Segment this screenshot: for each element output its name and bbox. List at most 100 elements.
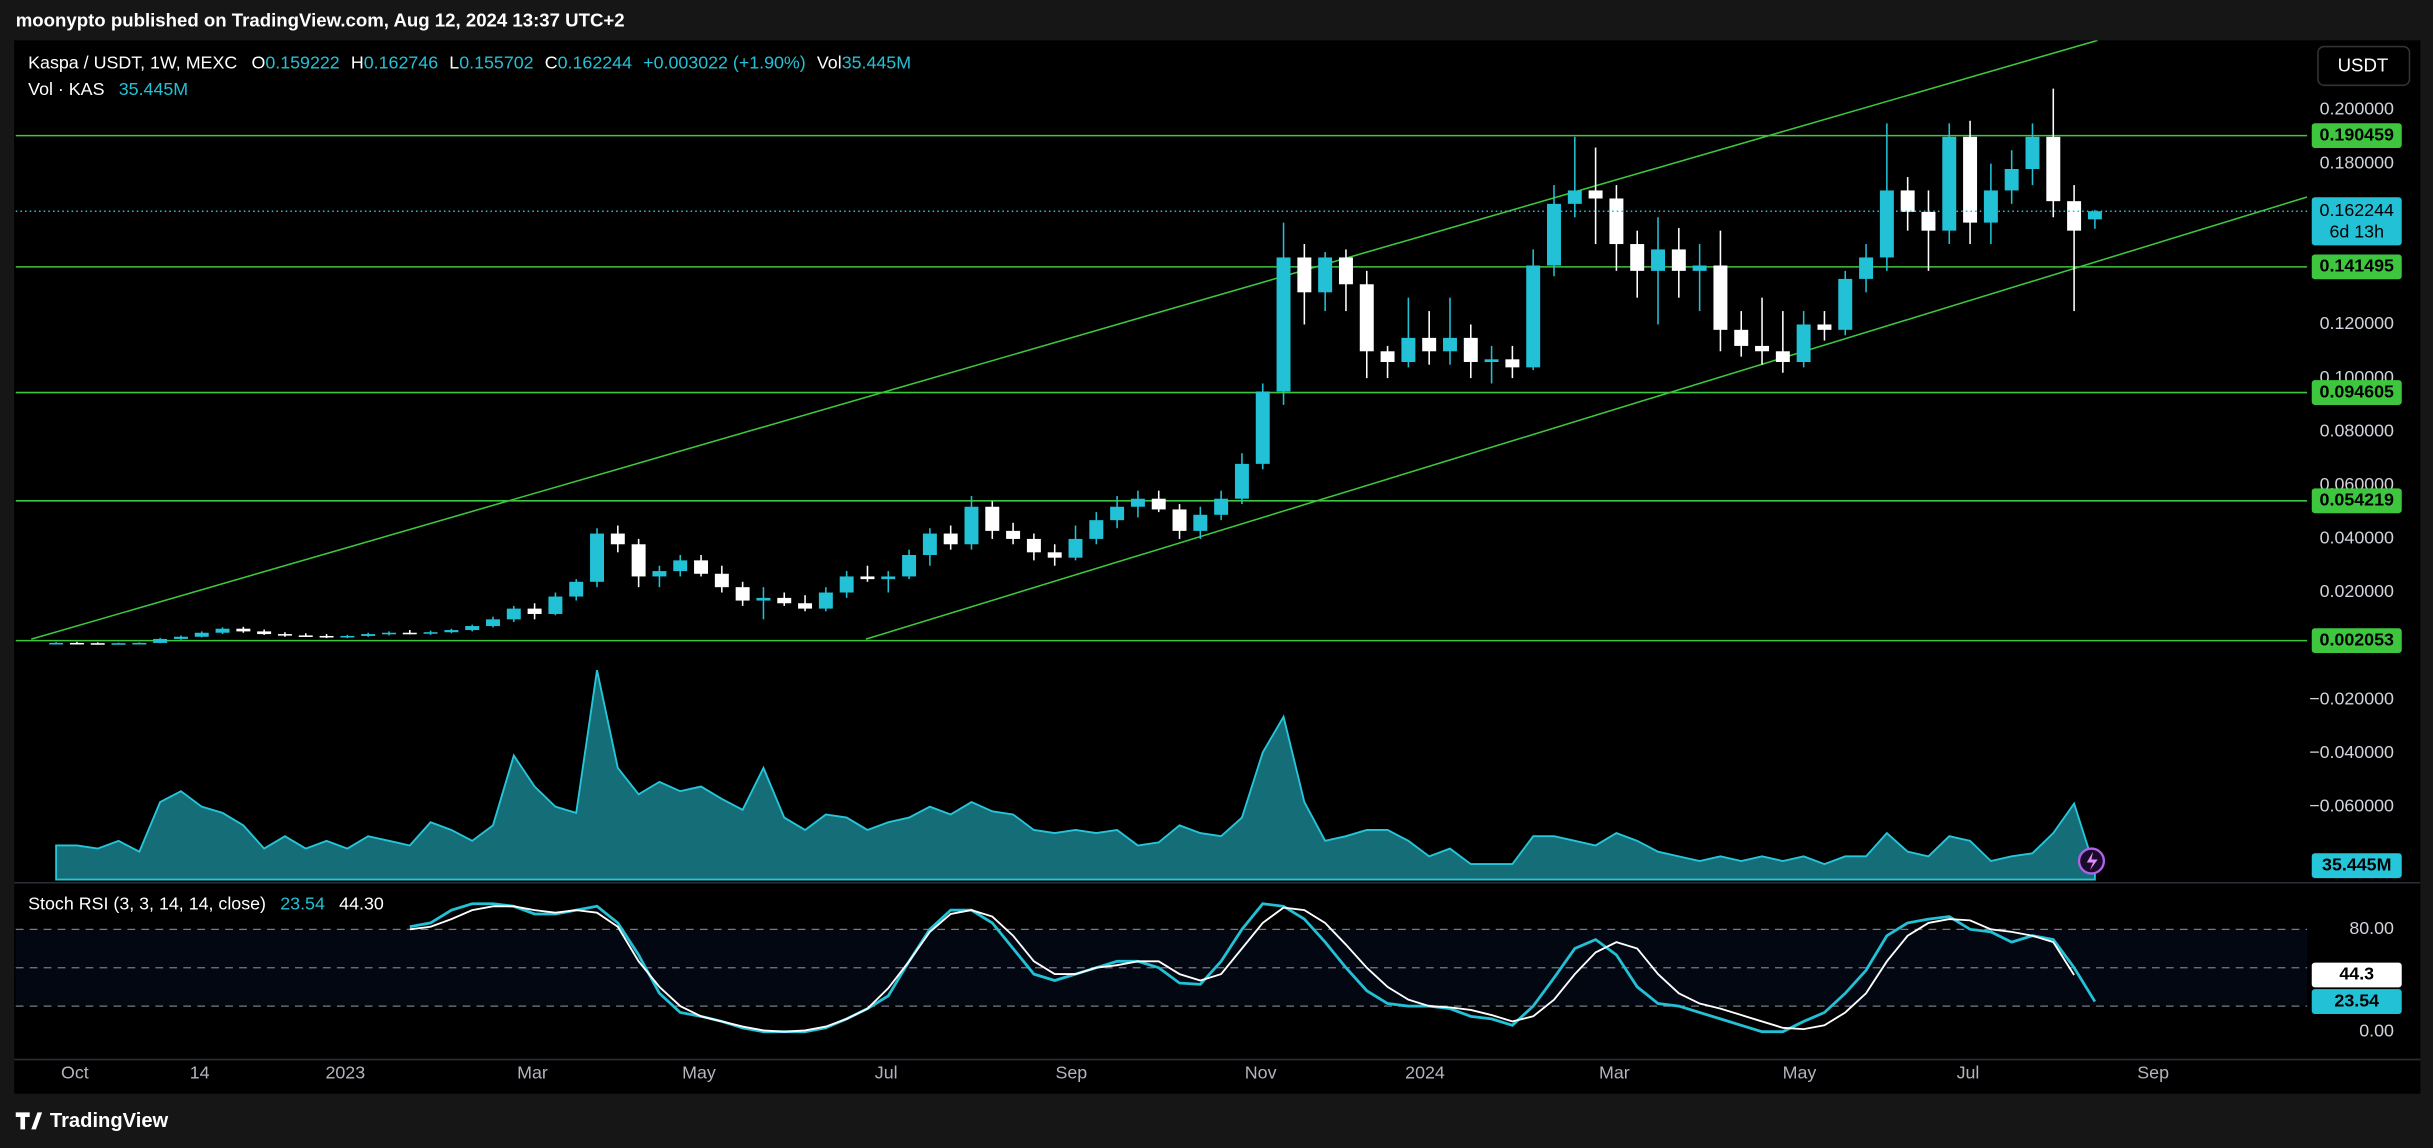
candle-body [1130, 498, 1145, 507]
countdown: 6d 13h [2329, 222, 2384, 242]
axis-flag [2311, 962, 2402, 988]
legend-letter: L [449, 52, 459, 72]
candle-body [257, 631, 272, 635]
currency-label[interactable]: USDT [2338, 55, 2389, 76]
y-tick-label: 0.040000 [2320, 528, 2394, 548]
candle-body [1255, 391, 1270, 464]
axis-flag-label: 0.141495 [2320, 256, 2394, 276]
candle-body [569, 581, 584, 597]
candle-body [1547, 203, 1561, 266]
d-value: 44.30 [339, 893, 384, 913]
candle-body [277, 634, 292, 636]
candle-body [1338, 257, 1353, 285]
k-value: 23.54 [280, 893, 325, 913]
candle-body [1609, 198, 1624, 245]
candle-body [1588, 190, 1603, 199]
y-tick-label: 0.200000 [2320, 99, 2394, 119]
volume-title: Vol · KAS [28, 79, 104, 99]
candle-body [215, 628, 230, 633]
currency-button[interactable] [2317, 45, 2411, 87]
axis-flag-label: 0.190459 [2320, 124, 2394, 144]
change: +0.003022 (+1.90%) [643, 52, 806, 72]
volume-pane [55, 669, 2096, 881]
symbol: Kaspa / USDT, 1W, MEXC [28, 52, 237, 72]
candle-body [1234, 463, 1249, 499]
candle-body [735, 587, 750, 601]
candle-body [1359, 284, 1374, 352]
candle-body [839, 576, 854, 593]
trend-channel [31, 40, 2308, 640]
y-tick-label: 0.120000 [2320, 313, 2394, 333]
candle-body [194, 632, 209, 637]
candle-body [1838, 278, 1853, 330]
candle-body [361, 634, 376, 636]
candle-body [1713, 265, 1728, 330]
candle-body [1172, 509, 1187, 531]
axis-flag-label: 0.054219 [2320, 490, 2394, 510]
high-value: 0.162746 [364, 52, 438, 72]
candle-body [777, 597, 792, 604]
candle-body [1755, 345, 1770, 352]
axis-flag [2311, 380, 2402, 405]
candle-body [1859, 257, 1874, 279]
candle-body [402, 632, 417, 635]
candle-body [943, 533, 958, 545]
close-value: 0.162244 [558, 52, 632, 72]
candle-body [610, 533, 625, 545]
stoch-pane: 80.00 0.00 Oct 14 2023 Mar May Jul Sep Nov 2024 Mar… [15, 902, 2394, 1082]
candle-body [111, 643, 126, 645]
candle-body [69, 642, 84, 645]
candle-body [1401, 337, 1416, 363]
y-tick-label: −0.040000 [2309, 742, 2394, 762]
candle-body [381, 632, 396, 635]
volume-value: 35.445M [842, 52, 911, 72]
x-tick-label: Jul [875, 1062, 898, 1082]
y-tick-label: 80.00 [2349, 918, 2394, 938]
candle-body [1214, 498, 1229, 515]
candle-body [49, 642, 64, 645]
legend-letter: O [251, 52, 265, 72]
y-tick-label: −0.020000 [2309, 688, 2394, 708]
axis-flag [2311, 989, 2402, 1014]
candle-body [1817, 324, 1832, 330]
candle-body [985, 506, 1000, 531]
candle-body [694, 560, 709, 574]
stoch-line [409, 905, 2075, 1033]
legend-letter: Vol [817, 52, 842, 72]
candle-body [1151, 498, 1166, 510]
candle-body [340, 635, 355, 638]
x-tick-label: Nov [1245, 1062, 1277, 1082]
axis-flag-label: 0.094605 [2320, 381, 2394, 401]
axis-flag [2311, 488, 2402, 514]
candle-body [1879, 190, 1894, 258]
x-tick-label: Jul [1957, 1062, 1980, 1082]
axis-flags: 0.190459 0.141495 0.094605 0.054219 0.002053… [2311, 123, 2402, 1014]
candle-body [1318, 257, 1333, 293]
axis-flag-label: 23.54 [2334, 990, 2379, 1010]
candle-body [1921, 211, 1936, 231]
candle-body [153, 638, 168, 643]
x-tick-label: Mar [517, 1062, 548, 1082]
candle-body [1463, 337, 1478, 363]
axis-flag [2311, 853, 2402, 879]
legend-letter: C [545, 52, 558, 72]
candle-body [1692, 265, 1707, 271]
candle-body [236, 628, 251, 632]
candle-body [1089, 520, 1104, 539]
candle-body [1193, 514, 1208, 531]
x-tick-label: Sep [2137, 1062, 2169, 1082]
chart-background [14, 40, 2421, 1094]
candle-body [1276, 257, 1291, 392]
candle-body [2025, 136, 2040, 170]
axis-flag-label: 35.445M [2322, 854, 2391, 874]
candle-body [1505, 359, 1520, 368]
logo [15, 1112, 43, 1130]
candle-body [1110, 506, 1125, 521]
x-tick-label: 2023 [325, 1062, 365, 1082]
x-tick-label: May [1783, 1062, 1817, 1082]
candle-body [319, 635, 334, 638]
stoch-legend: Stoch RSI (3, 3, 14, 14, close) 23.54 44… [28, 893, 384, 913]
candle-body [1900, 190, 1915, 212]
